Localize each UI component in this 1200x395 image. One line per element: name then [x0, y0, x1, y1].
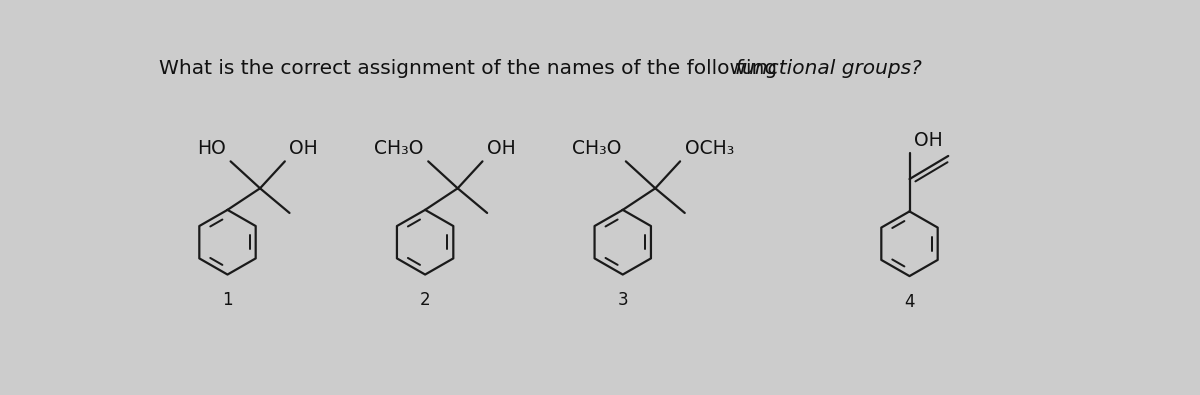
Text: OH: OH — [914, 131, 943, 150]
Text: OH: OH — [487, 139, 516, 158]
Text: CH₃O: CH₃O — [374, 139, 424, 158]
Text: functional groups?: functional groups? — [736, 59, 922, 78]
Text: 3: 3 — [618, 292, 628, 310]
Text: 4: 4 — [905, 293, 914, 311]
Text: OH: OH — [289, 139, 318, 158]
Text: OCH₃: OCH₃ — [685, 139, 734, 158]
Text: 1: 1 — [222, 292, 233, 310]
Text: What is the correct assignment of the names of the following: What is the correct assignment of the na… — [160, 59, 784, 78]
Text: 2: 2 — [420, 292, 431, 310]
Text: HO: HO — [197, 139, 226, 158]
Text: CH₃O: CH₃O — [572, 139, 622, 158]
